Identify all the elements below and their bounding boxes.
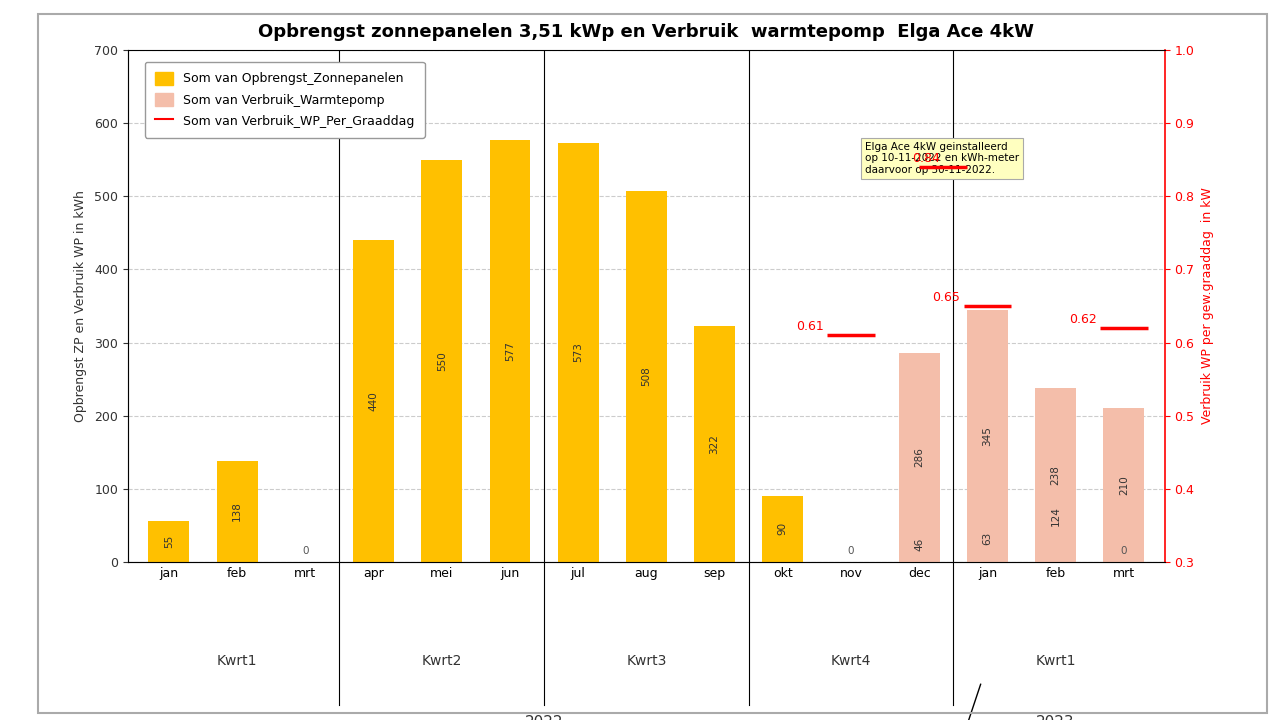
- Text: Kwrt3: Kwrt3: [626, 654, 667, 667]
- Bar: [1103, 408, 1144, 562]
- Text: 345: 345: [983, 426, 992, 446]
- Text: 0.61: 0.61: [796, 320, 824, 333]
- Bar: [626, 191, 667, 562]
- Bar: [899, 353, 940, 562]
- Text: Kwrt4: Kwrt4: [831, 654, 872, 667]
- Text: 2022: 2022: [525, 715, 563, 720]
- Bar: [1036, 388, 1076, 562]
- Y-axis label: Opbrengst ZP en Verbruik WP in kWh: Opbrengst ZP en Verbruik WP in kWh: [74, 190, 87, 422]
- Text: 210: 210: [1119, 475, 1129, 495]
- Text: Elga Ace 4kW geinstalleerd
op 10-11-2022 en kWh-meter
daarvoor op 30-11-2022.: Elga Ace 4kW geinstalleerd op 10-11-2022…: [865, 142, 1019, 175]
- Bar: [899, 528, 940, 562]
- Bar: [966, 516, 1007, 562]
- Text: 0: 0: [1120, 546, 1128, 556]
- Bar: [1036, 471, 1076, 562]
- Text: 124: 124: [1051, 506, 1061, 526]
- Bar: [558, 143, 599, 562]
- Bar: [966, 310, 1007, 562]
- Bar: [489, 140, 530, 562]
- Title: Opbrengst zonnepanelen 3,51 kWp en Verbruik  warmtepomp  Elga Ace 4kW: Opbrengst zonnepanelen 3,51 kWp en Verbr…: [259, 22, 1034, 40]
- Text: 322: 322: [709, 434, 719, 454]
- Text: Kwrt1: Kwrt1: [1036, 654, 1076, 667]
- Text: 0.84: 0.84: [913, 152, 941, 165]
- Text: 577: 577: [506, 341, 515, 361]
- Legend: Som van Opbrengst_Zonnepanelen, Som van Verbruik_Warmtepomp, Som van Verbruik_WP: Som van Opbrengst_Zonnepanelen, Som van …: [145, 62, 425, 138]
- Text: 0.62: 0.62: [1069, 312, 1097, 325]
- Text: 138: 138: [232, 501, 242, 521]
- Bar: [148, 521, 189, 562]
- Bar: [763, 496, 804, 562]
- Text: 440: 440: [369, 391, 379, 411]
- Text: 550: 550: [436, 351, 447, 371]
- Bar: [421, 160, 462, 562]
- Text: 2023: 2023: [1037, 715, 1075, 720]
- Text: 0: 0: [847, 546, 854, 556]
- Bar: [353, 240, 394, 562]
- Text: 55: 55: [164, 535, 174, 548]
- Text: 0: 0: [302, 546, 308, 556]
- Text: 46: 46: [914, 538, 924, 552]
- Text: Kwrt1: Kwrt1: [216, 654, 257, 667]
- Text: 286: 286: [914, 447, 924, 467]
- Text: 0.65: 0.65: [932, 291, 960, 304]
- Y-axis label: Verbruik WP per gew.graaddag  in kW: Verbruik WP per gew.graaddag in kW: [1202, 188, 1215, 424]
- Text: 90: 90: [778, 522, 787, 535]
- Text: 573: 573: [573, 343, 584, 362]
- Text: Kwrt2: Kwrt2: [421, 654, 462, 667]
- Text: 238: 238: [1051, 464, 1061, 485]
- Text: 63: 63: [983, 532, 992, 545]
- Text: 508: 508: [641, 366, 652, 386]
- Bar: [694, 326, 735, 562]
- Bar: [216, 461, 257, 562]
